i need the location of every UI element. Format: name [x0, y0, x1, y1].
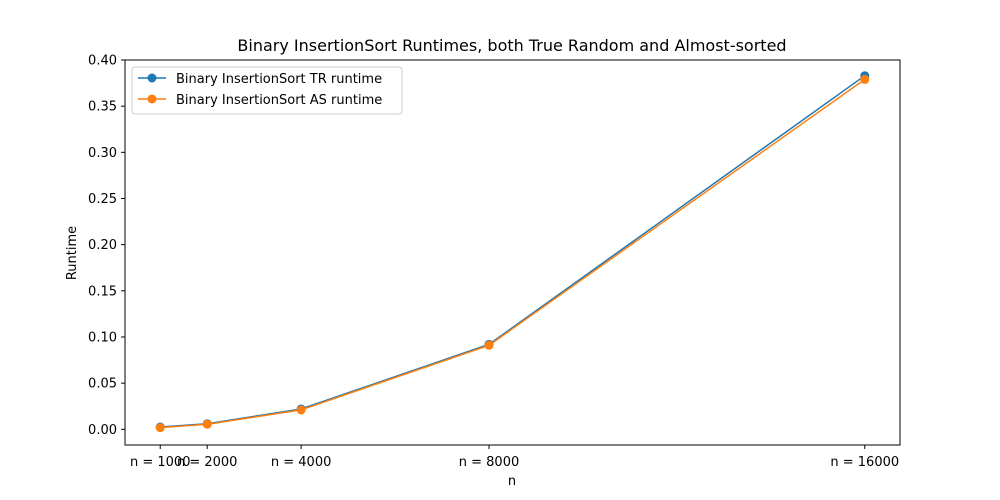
legend-label-tr: Binary InsertionSort TR runtime [176, 72, 382, 87]
y-tick-label: 0.25 [88, 192, 117, 207]
data-point-series-1 [155, 423, 165, 433]
y-tick-label: 0.20 [88, 238, 117, 253]
x-tick-label: n = 8000 [459, 455, 519, 470]
legend-label-as: Binary InsertionSort AS runtime [176, 93, 382, 108]
y-tick-label: 0.15 [88, 284, 117, 299]
x-axis-label: n [508, 474, 516, 489]
y-axis-label: Runtime [65, 226, 80, 280]
data-point-series-1 [202, 419, 212, 429]
y-tick-label: 0.00 [88, 423, 117, 438]
y-tick-label: 0.10 [88, 330, 117, 345]
data-point-series-1 [860, 74, 870, 84]
y-tick-label: 0.05 [88, 377, 117, 392]
legend: Binary InsertionSort TR runtime Binary I… [131, 66, 403, 115]
x-tick-label: n = 1000 [130, 455, 190, 470]
x-tick-label: n = 2000 [177, 455, 237, 470]
x-tick-label: n = 16000 [830, 455, 899, 470]
chart-title: Binary InsertionSort Runtimes, both True… [237, 36, 786, 55]
plot-area [125, 60, 900, 445]
legend-marker-as [147, 94, 157, 104]
x-tick-label: n = 4000 [271, 455, 331, 470]
y-axis: 0.00 0.05 0.10 0.15 0.20 0.25 0.30 0.35 0.40 [88, 54, 125, 438]
y-tick-label: 0.35 [88, 100, 117, 115]
data-point-series-1 [296, 405, 306, 415]
y-tick-label: 0.40 [88, 54, 117, 69]
legend-box [131, 66, 403, 115]
series-layer [155, 71, 870, 433]
plot-frame [124, 59, 901, 446]
y-tick-label: 0.30 [88, 146, 117, 161]
data-point-series-1 [484, 340, 494, 350]
legend-marker-tr [147, 73, 157, 83]
plot-background [125, 60, 900, 445]
